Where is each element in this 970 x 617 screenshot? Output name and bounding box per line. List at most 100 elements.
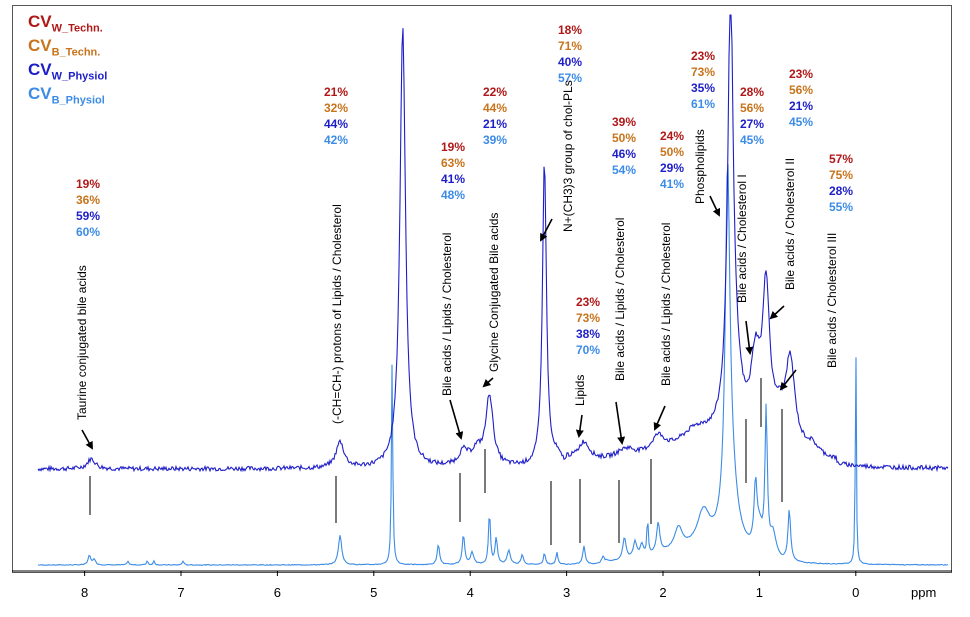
x-tick-label: 5 <box>370 585 377 600</box>
cv-w-techn-value: 19% <box>76 177 100 191</box>
x-tick-label: 4 <box>467 585 474 600</box>
annotation-2: 21% 32% 44% 42% (-CH=CH-) protons of Lipids … <box>324 85 348 523</box>
x-tick-label: 8 <box>81 585 88 600</box>
peak-arrow <box>709 195 721 217</box>
cv-w-physiol-value: 59% <box>76 209 100 223</box>
annotation-4: 22% 44% 21% 39% Glycine Conjugated Bile acid… <box>482 85 507 493</box>
cv-b-techn-value: 73% <box>576 311 600 325</box>
annotation-10: 28% 56% 27% 45% Bile acids / Cholesterol I <box>735 85 764 483</box>
x-tick-label: 0 <box>852 585 859 600</box>
cv-w-physiol-value: 41% <box>441 172 465 186</box>
cv-w-techn-value: 39% <box>612 115 636 129</box>
annotation-12: 57% 75% 28% 55% Bile acids / Cholesterol III <box>779 152 853 502</box>
legend-cv-b-physiol: CVB_Physiol <box>28 84 105 107</box>
cv-w-physiol-value: 27% <box>740 117 764 131</box>
cv-b-physiol-value: 41% <box>660 177 684 191</box>
annotation-6: 23% 73% 38% 70% Lipids <box>573 295 600 543</box>
cv-w-physiol-value: 28% <box>829 184 853 198</box>
cv-b-physiol-value: 70% <box>576 343 600 357</box>
cv-b-physiol-value: 45% <box>740 133 764 147</box>
x-axis-label: ppm <box>911 585 936 600</box>
cv-w-physiol-value: 35% <box>691 81 715 95</box>
legend-cv-w-physiol: CVW_Physiol <box>28 60 108 83</box>
peak-arrow <box>540 218 553 242</box>
cv-w-techn-value: 23% <box>691 49 715 63</box>
cv-b-techn-value: 50% <box>612 131 636 145</box>
peak-label: N+(CH3)3 group of chol-PLs <box>561 80 575 232</box>
annotation-11: 23% 56% 21% 45% Bile acids / Cholesterol II <box>760 67 813 427</box>
x-tick-label: 2 <box>659 585 666 600</box>
annotation-7: 39% 50% 46% 54% Bile acids / Lipids / Choles… <box>612 115 636 543</box>
peak-arrow <box>779 369 797 391</box>
peak-label: Bile acids / Cholesterol III <box>825 233 839 368</box>
cv-b-physiol-value: 48% <box>441 188 465 202</box>
cv-w-physiol-value: 21% <box>483 117 507 131</box>
peak-label: (-CH=CH-) protons of Lipids / Cholestero… <box>330 204 344 424</box>
cv-b-techn-value: 44% <box>483 101 507 115</box>
cv-b-physiol-value: 54% <box>612 163 636 177</box>
cv-b-techn-value: 32% <box>324 101 348 115</box>
peak-label: Glycine Conjugated Bile acids <box>487 213 501 372</box>
cv-w-physiol-value: 44% <box>324 117 348 131</box>
peak-arrow <box>769 305 785 320</box>
cv-b-techn-value: 36% <box>76 193 100 207</box>
cv-b-physiol-value: 45% <box>789 115 813 129</box>
annotation-9: 23% 73% 35% 61% Phospholipids <box>691 49 721 217</box>
annotation-3: 19% 63% 41% 48% Bile acids / Lipids / Choles… <box>440 140 465 522</box>
cv-w-physiol-value: 29% <box>660 161 684 175</box>
cv-w-techn-value: 23% <box>576 295 600 309</box>
cv-b-techn-value: 56% <box>740 101 764 115</box>
peak-arrow <box>449 399 464 440</box>
x-tick-label: 3 <box>563 585 570 600</box>
x-tick-label: 6 <box>274 585 281 600</box>
peak-label: Bile acids / Lipids / Cholesterol <box>659 223 673 386</box>
cv-w-techn-value: 19% <box>441 140 465 154</box>
x-tick-label: 7 <box>177 585 184 600</box>
cv-b-physiol-value: 60% <box>76 225 100 239</box>
cv-b-techn-value: 73% <box>691 65 715 79</box>
x-tick-label: 1 <box>756 585 763 600</box>
cv-b-physiol-value: 39% <box>483 133 507 147</box>
peak-label: Bile acids / Lipids / Cholesterol <box>613 218 627 381</box>
peak-arrow <box>615 401 626 445</box>
lower-spectrum-line <box>37 164 949 566</box>
cv-w-techn-value: 22% <box>483 85 507 99</box>
cv-w-techn-value: 23% <box>789 67 813 81</box>
cv-w-physiol-value: 46% <box>612 147 636 161</box>
cv-w-physiol-value: 21% <box>789 99 813 113</box>
cv-w-physiol-value: 40% <box>558 55 582 69</box>
cv-w-physiol-value: 38% <box>576 327 600 341</box>
peak-label: Bile acids / Lipids / Cholesterol <box>440 233 454 396</box>
legend-cv-w-techn: CVW_Techn. <box>28 12 103 35</box>
peak-arrow <box>482 377 494 388</box>
cv-b-techn-value: 50% <box>660 145 684 159</box>
cv-w-techn-value: 21% <box>324 85 348 99</box>
legend-cv-b-techn: CVB_Techn. <box>28 36 101 59</box>
cv-b-techn-value: 75% <box>829 168 853 182</box>
annotation-1: 19% 36% 59% 60% Taurine conjugated bile acid… <box>75 177 100 515</box>
cv-w-techn-value: 57% <box>829 152 853 166</box>
annotation-8: 24% 50% 29% 41% Bile acids / Lipids / Choles… <box>650 129 684 524</box>
peak-label: Taurine conjugated bile acids <box>75 265 89 420</box>
cv-b-techn-value: 63% <box>441 156 465 170</box>
peak-label: Phospholipids <box>693 129 707 204</box>
cv-w-techn-value: 28% <box>740 85 764 99</box>
peak-label: Lipids <box>573 375 587 406</box>
cv-b-physiol-value: 61% <box>691 97 715 111</box>
peak-arrow <box>653 405 666 431</box>
peak-arrow <box>745 320 754 355</box>
peak-label: Bile acids / Cholesterol II <box>783 158 797 290</box>
plot-frame <box>12 5 952 573</box>
cv-b-physiol-value: 42% <box>324 133 348 147</box>
cv-w-techn-value: 24% <box>660 129 684 143</box>
peak-arrow <box>575 414 584 438</box>
cv-b-techn-value: 56% <box>789 83 813 97</box>
cv-b-techn-value: 71% <box>558 39 582 53</box>
upper-spectrum-line <box>37 14 949 473</box>
cv-w-techn-value: 18% <box>558 23 582 37</box>
cv-b-physiol-value: 55% <box>829 200 853 214</box>
annotation-5: 18% 71% 40% 57%N+(CH3)3 group of chol-PLs <box>540 23 582 545</box>
peak-label: Bile acids / Cholesterol I <box>735 174 749 303</box>
cv-b-physiol-value: 57% <box>558 71 582 85</box>
